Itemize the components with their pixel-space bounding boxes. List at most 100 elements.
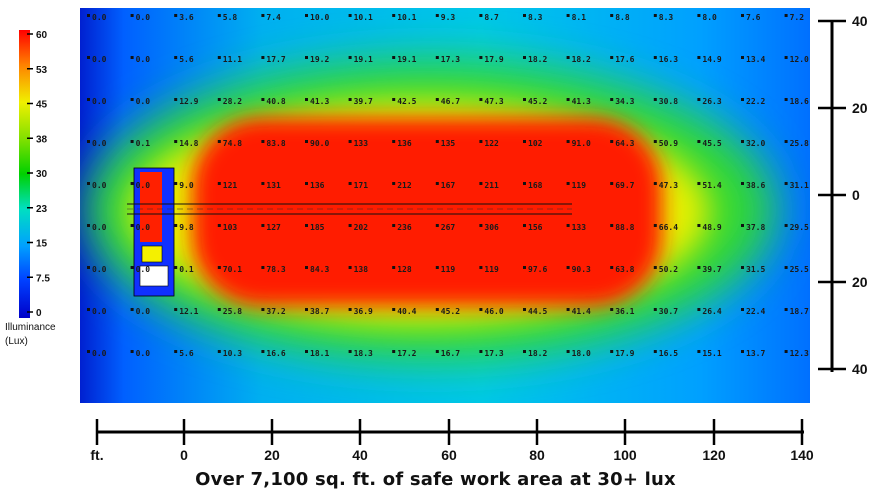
cell-value: 45.2: [441, 307, 460, 316]
cell-marker: [87, 56, 90, 59]
cell-value: 26.4: [702, 307, 721, 316]
x-tick-label: 120: [702, 447, 726, 463]
cell-marker: [87, 350, 90, 353]
colorbar: 60 53 45 38 30 23 15 7.5 0 Illuminance (Lux): [5, 30, 56, 347]
cell-marker: [653, 98, 657, 101]
cell-marker: [217, 56, 221, 59]
cell-marker: [392, 56, 396, 59]
cell-value: 64.3: [615, 139, 634, 148]
cell-marker: [566, 266, 570, 269]
cell-marker: [784, 56, 788, 59]
cell-value: 8.3: [528, 13, 543, 22]
cell-value: 13.4: [746, 55, 765, 64]
cell-marker: [174, 350, 178, 353]
cell-value: 0.0: [92, 307, 107, 316]
cell-value: 42.5: [397, 97, 416, 106]
cell-marker: [523, 182, 526, 185]
cell-marker: [566, 308, 570, 311]
cell-marker: [348, 56, 352, 59]
cell-value: 47.3: [484, 97, 503, 106]
cell-value: 45.2: [528, 97, 547, 106]
cell-value: 12.9: [179, 97, 198, 106]
cell-value: 41.4: [572, 307, 591, 316]
cell-value: 8.7: [484, 13, 499, 22]
cell-value: 136: [310, 181, 325, 190]
cell-value: 47.3: [659, 181, 678, 190]
cell-marker: [305, 350, 308, 353]
cell-value: 0.0: [136, 307, 151, 316]
x-tick-label: 20: [264, 447, 280, 463]
cell-marker: [697, 56, 701, 59]
cell-value: 133: [354, 139, 369, 148]
cell-marker: [87, 14, 90, 17]
cell-marker: [610, 14, 614, 17]
cell-value: 34.3: [615, 97, 634, 106]
cell-value: 12.3: [790, 349, 809, 358]
cell-marker: [392, 14, 396, 17]
cell-marker: [653, 56, 657, 59]
cell-value: 202: [354, 223, 369, 232]
cell-marker: [392, 266, 396, 269]
cell-value: 135: [441, 139, 456, 148]
cell-marker: [697, 98, 701, 101]
x-tick-label: 40: [352, 447, 368, 463]
cell-marker: [87, 266, 90, 269]
cell-value: 14.8: [179, 139, 198, 148]
cell-value: 10.1: [397, 13, 416, 22]
cell-value: 102: [528, 139, 543, 148]
cell-value: 90.0: [310, 139, 329, 148]
cell-marker: [392, 350, 396, 353]
cell-value: 46.7: [441, 97, 460, 106]
cell-marker: [741, 224, 744, 227]
x-axis: ft. 0 20 40 60 80 100 120 140: [90, 419, 814, 463]
cell-value: 38.7: [310, 307, 329, 316]
colorbar-tick-label: 38: [36, 134, 48, 145]
cell-value: 10.3: [223, 349, 242, 358]
cell-marker: [174, 266, 178, 269]
cell-marker: [523, 140, 526, 143]
cell-value: 45.5: [702, 139, 721, 148]
colorbar-tick-label: 7.5: [36, 273, 50, 284]
cell-value: 10.1: [354, 13, 373, 22]
cell-marker: [435, 266, 439, 269]
cell-value: 69.7: [615, 181, 634, 190]
cell-marker: [697, 350, 701, 353]
cell-value: 3.6: [179, 13, 194, 22]
cell-marker: [653, 224, 657, 227]
cell-value: 18.0: [572, 349, 591, 358]
cell-value: 17.3: [484, 349, 503, 358]
cell-value: 90.3: [572, 265, 591, 274]
cell-marker: [697, 140, 701, 143]
cell-marker: [741, 308, 744, 311]
heatmap-area: 0.0 0.0 3.6 5.8 7.4 10.0 10.1 10.1 9.3 8.7 8.3 8.1 8…: [80, 8, 810, 403]
cell-marker: [261, 266, 265, 269]
cell-labels: 0.0 0.0 3.6 5.8 7.4 10.0 10.1 10.1 9.3 8.7 8.3 8.1 8…: [87, 13, 809, 358]
cell-value: 9.8: [179, 223, 194, 232]
heat-zone-red: [192, 118, 662, 306]
cell-marker: [784, 140, 788, 143]
cell-value: 0.0: [92, 139, 107, 148]
cell-value: 50.9: [659, 139, 678, 148]
cell-value: 63.8: [615, 265, 634, 274]
cell-value: 66.4: [659, 223, 678, 232]
cell-value: 171: [354, 181, 369, 190]
cell-marker: [523, 56, 526, 59]
cell-marker: [741, 140, 744, 143]
cell-value: 0.0: [92, 55, 107, 64]
cell-value: 36.9: [354, 307, 373, 316]
cell-marker: [479, 98, 483, 101]
cell-marker: [435, 224, 439, 227]
cell-marker: [566, 140, 570, 143]
cell-value: 16.6: [266, 349, 285, 358]
cell-value: 83.8: [266, 139, 285, 148]
cell-value: 8.0: [702, 13, 717, 22]
cell-marker: [261, 182, 265, 185]
cell-value: 41.3: [310, 97, 329, 106]
cell-value: 7.4: [266, 13, 281, 22]
cell-marker: [261, 98, 265, 101]
cell-marker: [348, 140, 352, 143]
cell-marker: [174, 182, 178, 185]
cell-value: 31.5: [746, 265, 765, 274]
cell-value: 31.1: [790, 181, 809, 190]
